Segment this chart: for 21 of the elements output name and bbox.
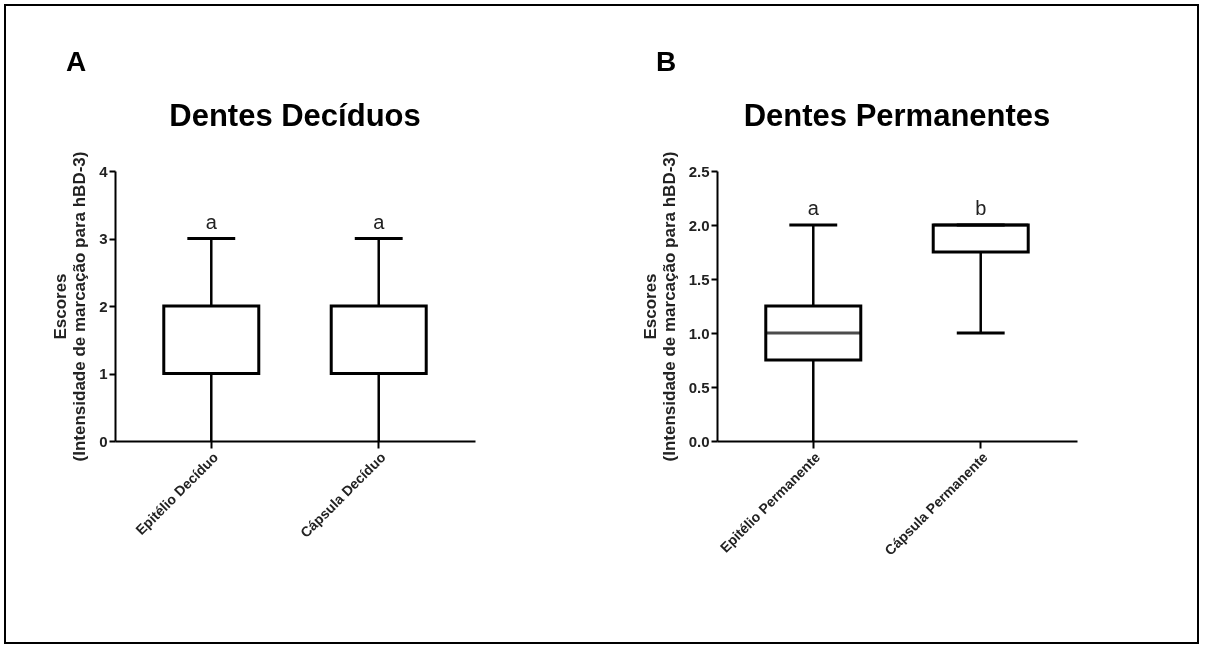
y-tick-label: 3	[99, 230, 108, 247]
y-axis-title: Escores (Intensidade de marcação para hBD-3)	[51, 151, 90, 462]
annotation: a	[373, 210, 386, 233]
y-tick-label: 4	[99, 162, 109, 180]
text: B	[656, 46, 677, 78]
y-tick-label: 0.0	[688, 432, 710, 450]
annotation: a	[205, 210, 218, 233]
y-tick-label: 2	[99, 297, 108, 315]
y-tick-label: 0	[99, 432, 108, 450]
y-tick-label: 0.5	[688, 378, 710, 396]
y-tick-label: 1.0	[688, 324, 710, 342]
annotation: b	[975, 197, 987, 219]
y-tick-label: 1.5	[688, 270, 710, 288]
y-tick-label: 1	[99, 365, 108, 382]
y-tick-label: 2.5	[688, 162, 710, 180]
text: A	[66, 46, 87, 78]
chart-title: Dentes Decíduos	[169, 98, 421, 134]
y-tick-label: 2.0	[688, 216, 710, 234]
chart-title: Dentes Permanentes	[743, 98, 1051, 134]
y-axis-title: Escores (Intensidade de marcação para hBD-3)	[640, 151, 679, 462]
annotation: a	[807, 197, 820, 219]
